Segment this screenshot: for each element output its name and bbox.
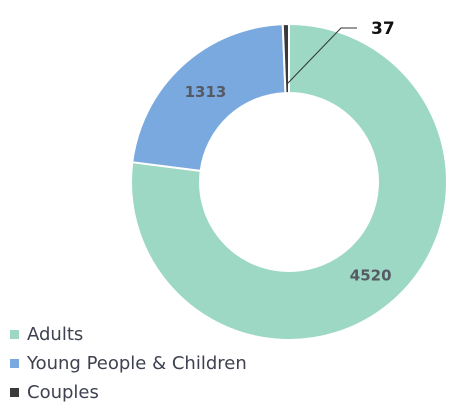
- slice-adults[interactable]: [130, 22, 448, 341]
- legend-item-young-people-children[interactable]: Young People & Children: [10, 349, 247, 378]
- legend-swatch-young-people-children: [10, 359, 19, 368]
- legend-label-young-people-children: Young People & Children: [27, 353, 247, 374]
- legend-item-couples[interactable]: Couples: [10, 378, 247, 407]
- data-label-couples: 37: [371, 19, 395, 39]
- legend-swatch-couples: [10, 388, 19, 397]
- legend-label-couples: Couples: [27, 382, 99, 403]
- slice-young-people-children[interactable]: [131, 23, 287, 172]
- legend-label-adults: Adults: [27, 324, 84, 345]
- legend-item-adults[interactable]: Adults: [10, 320, 247, 349]
- callout-line-couples: [286, 27, 357, 85]
- legend-swatch-adults: [10, 330, 19, 339]
- chart-legend: Adults Young People & Children Couples: [10, 320, 247, 407]
- data-label-adults: 4520: [350, 267, 392, 285]
- data-label-young-people-children: 1313: [185, 83, 227, 101]
- slice-couples[interactable]: [281, 22, 290, 95]
